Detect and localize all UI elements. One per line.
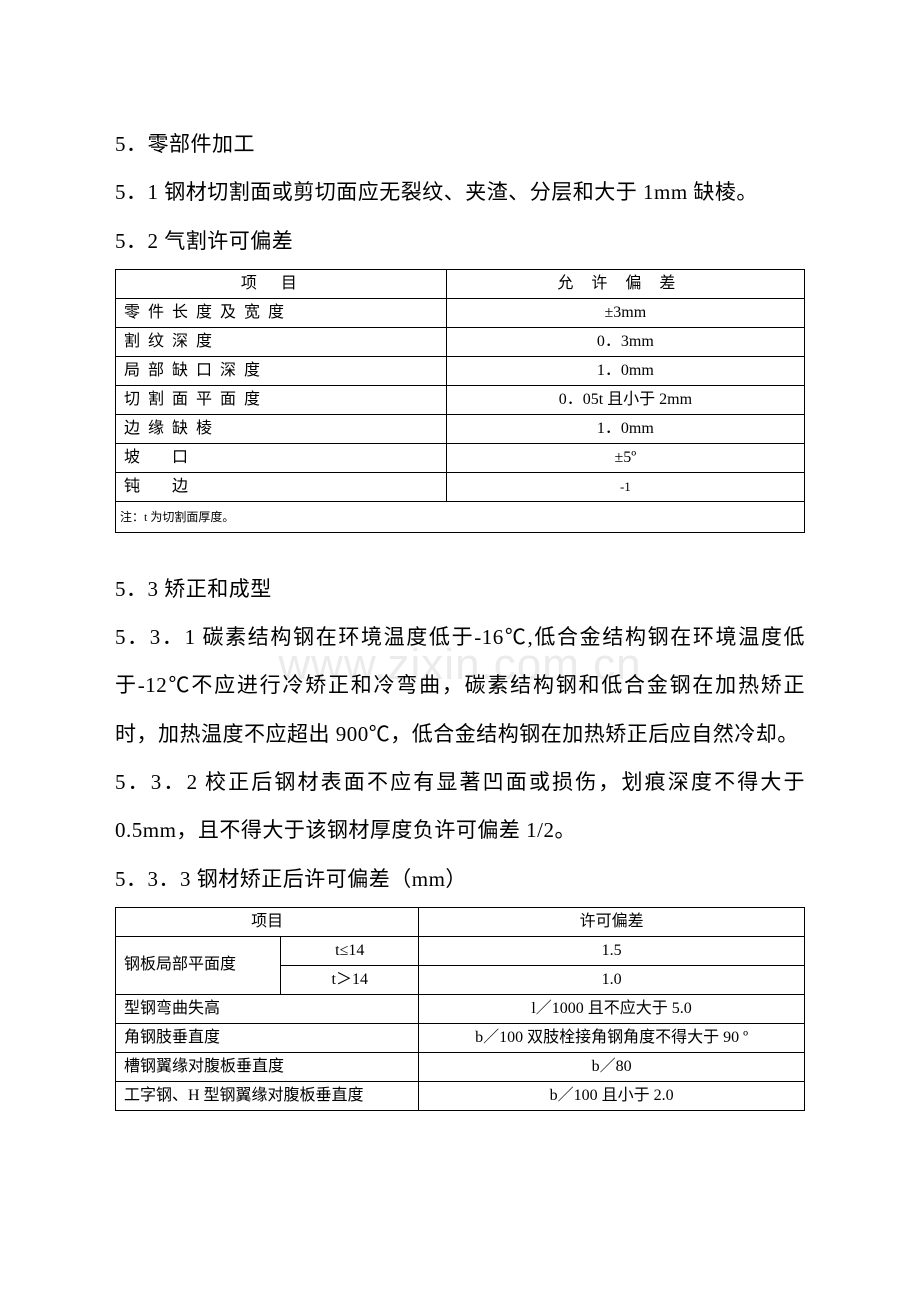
table-row: 工字钢、H 型钢翼缘对腹板垂直度 b／100 且小于 2.0 — [116, 1081, 805, 1110]
cell-val: 1.5 — [419, 936, 805, 965]
col-header-val: 许可偏差 — [419, 907, 805, 936]
col-header-item: 项目 — [116, 907, 419, 936]
heading-5: 5．零部件加工 — [115, 120, 805, 168]
cell-item: 零件长度及宽度 — [116, 298, 447, 327]
col-header-val: 允许偏差 — [446, 269, 804, 298]
table-row: 项目 许可偏差 — [116, 907, 805, 936]
para-5-2: 5．2 气割许可偏差 — [115, 217, 805, 265]
cell-item: 型钢弯曲失高 — [116, 994, 419, 1023]
cell-item: 局部缺口深度 — [116, 356, 447, 385]
cell-val: l／1000 且不应大于 5.0 — [419, 994, 805, 1023]
cell-cond: t≤14 — [281, 936, 419, 965]
table-row: 槽钢翼缘对腹板垂直度 b／80 — [116, 1052, 805, 1081]
cell-item: 槽钢翼缘对腹板垂直度 — [116, 1052, 419, 1081]
table-row: 局部缺口深度 1．0mm — [116, 356, 805, 385]
table-row: 型钢弯曲失高 l／1000 且不应大于 5.0 — [116, 994, 805, 1023]
table-row: 注：t 为切割面厚度。 — [116, 501, 805, 532]
spacer — [115, 537, 805, 565]
cell-val: ±5º — [446, 443, 804, 472]
cell-val: 1.0 — [419, 965, 805, 994]
table-note: 注：t 为切割面厚度。 — [116, 501, 805, 532]
table-row: 割纹深度 0．3mm — [116, 327, 805, 356]
table-row: 角钢肢垂直度 b／100 双肢栓接角钢角度不得大于 90 º — [116, 1023, 805, 1052]
cell-item: 切割面平面度 — [116, 385, 447, 414]
col-header-item: 项目 — [116, 269, 447, 298]
table-row: 切割面平面度 0．05t 且小于 2mm — [116, 385, 805, 414]
cell-val: 1．0mm — [446, 356, 804, 385]
table-row: 坡 口 ±5º — [116, 443, 805, 472]
cell-item: 角钢肢垂直度 — [116, 1023, 419, 1052]
para-5-3: 5．3 矫正和成型 — [115, 565, 805, 613]
table-row: 边缘缺棱 1．0mm — [116, 414, 805, 443]
cell-val: b／100 且小于 2.0 — [419, 1081, 805, 1110]
cell-val: ±3mm — [446, 298, 804, 327]
para-5-1: 5．1 钢材切割面或剪切面应无裂纹、夹渣、分层和大于 1mm 缺棱。 — [115, 168, 805, 216]
cell-val: -1 — [446, 472, 804, 501]
table-row: 钝 边 -1 — [116, 472, 805, 501]
document-body: 5．零部件加工 5．1 钢材切割面或剪切面应无裂纹、夹渣、分层和大于 1mm 缺… — [115, 120, 805, 1111]
cell-val: 0．05t 且小于 2mm — [446, 385, 804, 414]
table-straighten-tolerance: 项目 许可偏差 钢板局部平面度 t≤14 1.5 t＞14 1.0 型钢弯曲失高… — [115, 907, 805, 1111]
cell-val: 0．3mm — [446, 327, 804, 356]
cell-cond: t＞14 — [281, 965, 419, 994]
cell-item: 边缘缺棱 — [116, 414, 447, 443]
cell-val: 1．0mm — [446, 414, 804, 443]
cell-val: b／80 — [419, 1052, 805, 1081]
cell-item: 钝 边 — [116, 472, 447, 501]
table-gas-cut-tolerance: 项目 允许偏差 零件长度及宽度 ±3mm 割纹深度 0．3mm 局部缺口深度 1… — [115, 269, 805, 533]
cell-item: 钢板局部平面度 — [116, 936, 281, 994]
cell-item: 工字钢、H 型钢翼缘对腹板垂直度 — [116, 1081, 419, 1110]
cell-val: b／100 双肢栓接角钢角度不得大于 90 º — [419, 1023, 805, 1052]
para-5-3-2: 5．3．2 校正后钢材表面不应有显著凹面或损伤，划痕深度不得大于 0.5mm，且… — [115, 758, 805, 855]
table-row: 钢板局部平面度 t≤14 1.5 — [116, 936, 805, 965]
cell-item: 割纹深度 — [116, 327, 447, 356]
para-5-3-3: 5．3．3 钢材矫正后许可偏差（mm） — [115, 855, 805, 903]
table-row: 项目 允许偏差 — [116, 269, 805, 298]
para-5-3-1: 5．3．1 碳素结构钢在环境温度低于-16℃,低合金结构钢在环境温度低于-12℃… — [115, 613, 805, 758]
table-row: 零件长度及宽度 ±3mm — [116, 298, 805, 327]
cell-item: 坡 口 — [116, 443, 447, 472]
